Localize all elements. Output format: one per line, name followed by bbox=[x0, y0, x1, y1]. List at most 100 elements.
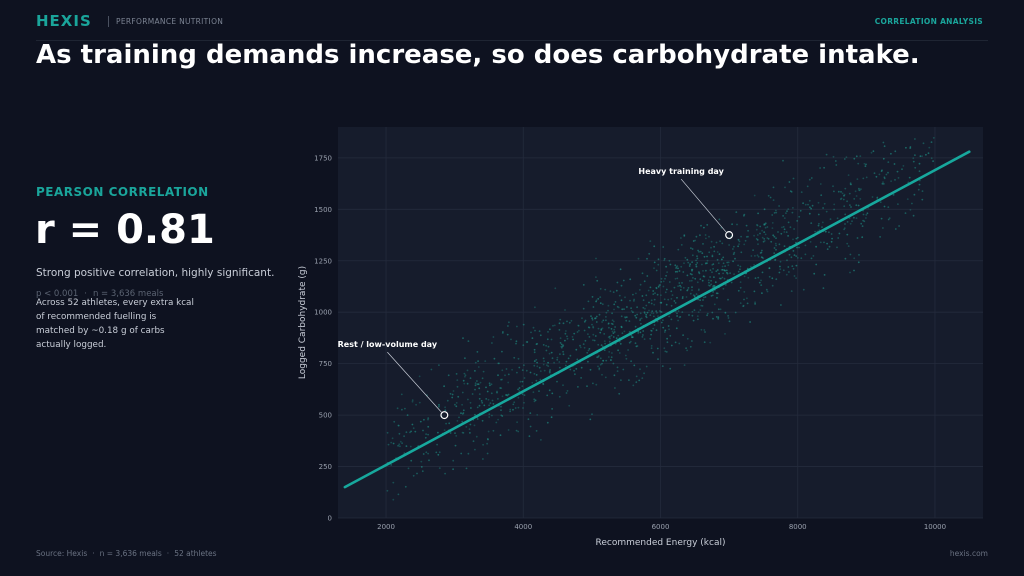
scatter-point bbox=[775, 244, 777, 247]
scatter-point bbox=[818, 222, 820, 225]
scatter-point bbox=[527, 418, 530, 421]
scatter-point bbox=[625, 319, 628, 322]
scatter-point bbox=[473, 424, 476, 427]
scatter-point bbox=[849, 222, 852, 225]
scatter-point bbox=[640, 317, 643, 320]
scatter-point bbox=[634, 342, 637, 345]
scatter-point bbox=[597, 327, 600, 330]
scatter-point bbox=[836, 246, 838, 249]
scatter-point bbox=[570, 319, 573, 322]
scatter-point bbox=[608, 340, 611, 343]
scatter-point bbox=[532, 391, 535, 394]
scatter-point bbox=[646, 257, 648, 260]
scatter-point bbox=[743, 291, 746, 293]
scatter-point bbox=[491, 342, 493, 344]
scatter-point bbox=[610, 334, 613, 337]
scatter-point bbox=[592, 339, 594, 342]
scatter-point bbox=[758, 281, 761, 284]
scatter-point bbox=[620, 315, 623, 318]
scatter-point bbox=[723, 277, 726, 280]
scatter-point bbox=[779, 268, 782, 271]
y-tick-label: 1500 bbox=[314, 206, 332, 214]
scatter-point bbox=[517, 396, 520, 399]
scatter-point bbox=[623, 308, 625, 310]
scatter-point bbox=[820, 194, 823, 197]
x-tick-label: 2000 bbox=[377, 523, 395, 531]
scatter-point bbox=[629, 299, 631, 302]
scatter-point bbox=[835, 164, 838, 166]
footer-site-link[interactable]: hexis.com bbox=[949, 549, 988, 558]
scatter-point bbox=[486, 452, 489, 455]
scatter-point bbox=[443, 385, 445, 388]
scatter-point bbox=[691, 310, 694, 313]
scatter-point bbox=[534, 329, 536, 332]
scatter-point bbox=[597, 343, 600, 346]
scatter-point bbox=[855, 195, 858, 197]
scatter-point bbox=[613, 303, 616, 306]
scatter-point bbox=[611, 330, 614, 333]
scatter-point bbox=[562, 384, 564, 387]
scatter-point bbox=[525, 369, 528, 372]
scatter-point bbox=[628, 320, 631, 322]
scatter-point bbox=[745, 236, 748, 238]
scatter-point bbox=[733, 245, 735, 248]
scatter-point bbox=[645, 365, 648, 368]
scatter-point bbox=[488, 404, 490, 407]
scatter-point bbox=[823, 274, 826, 276]
scatter-point bbox=[575, 368, 578, 370]
sample-size: n = 3,636 meals bbox=[92, 289, 164, 299]
scatter-point bbox=[894, 179, 896, 181]
scatter-point bbox=[696, 281, 699, 284]
scatter-point bbox=[492, 336, 495, 338]
scatter-point bbox=[795, 237, 798, 240]
scatter-point bbox=[505, 368, 508, 370]
scatter-points bbox=[386, 137, 935, 501]
scatter-point bbox=[706, 262, 708, 265]
scatter-point bbox=[595, 300, 597, 303]
scatter-point bbox=[650, 330, 653, 332]
scatter-point bbox=[721, 258, 723, 261]
scatter-point bbox=[612, 291, 615, 293]
scatter-point bbox=[734, 257, 736, 260]
scatter-point bbox=[483, 404, 486, 407]
scatter-point bbox=[727, 264, 730, 267]
scatter-point bbox=[631, 336, 634, 338]
scatter-point bbox=[755, 228, 758, 231]
scatter-point bbox=[506, 333, 509, 336]
scatter-point bbox=[595, 315, 598, 318]
scatter-point bbox=[736, 223, 738, 226]
scatter-point bbox=[621, 332, 624, 335]
scatter-point bbox=[659, 310, 661, 312]
scatter-point bbox=[721, 268, 724, 271]
scatter-point bbox=[598, 367, 601, 370]
scatter-point bbox=[675, 267, 677, 270]
scatter-point bbox=[667, 325, 670, 327]
scatter-point bbox=[821, 226, 823, 229]
scatter-point bbox=[641, 295, 644, 297]
scatter-point bbox=[800, 191, 803, 194]
scatter-point bbox=[590, 315, 592, 317]
scatter-point bbox=[668, 281, 671, 283]
scatter-point bbox=[589, 368, 592, 371]
scatter-point bbox=[650, 299, 653, 302]
scatter-point bbox=[825, 210, 828, 213]
scatter-point bbox=[866, 212, 869, 215]
scatter-point bbox=[795, 241, 797, 244]
scatter-point bbox=[890, 180, 892, 183]
scatter-point bbox=[796, 236, 799, 239]
scatter-point bbox=[706, 312, 709, 315]
scatter-point bbox=[639, 318, 642, 320]
scatter-point bbox=[804, 244, 807, 247]
scatter-point bbox=[448, 422, 451, 425]
scatter-point bbox=[710, 246, 712, 249]
scatter-point bbox=[911, 202, 913, 205]
scatter-point bbox=[653, 261, 656, 264]
scatter-point bbox=[804, 203, 807, 206]
scatter-point bbox=[791, 265, 794, 267]
scatter-point bbox=[763, 231, 766, 234]
scatter-point bbox=[695, 263, 697, 266]
scatter-point bbox=[828, 231, 830, 234]
scatter-point bbox=[773, 212, 776, 214]
scatter-point bbox=[637, 257, 640, 260]
scatter-point bbox=[612, 362, 615, 365]
